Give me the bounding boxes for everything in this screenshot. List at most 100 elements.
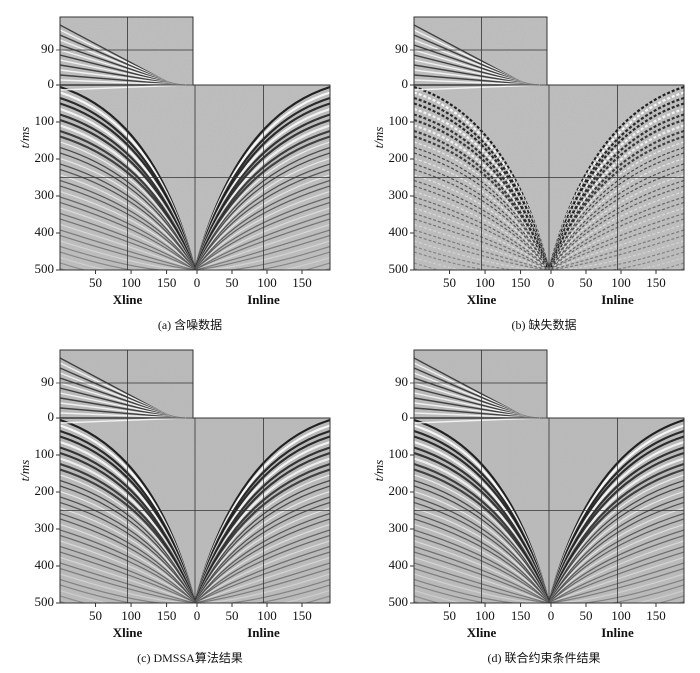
y-axis-label: t/ms [371,460,386,482]
event [60,562,196,603]
event [60,196,196,270]
event [414,207,550,270]
event [60,523,196,603]
caption: (d) 联合约束条件结果 [488,650,601,665]
event [60,529,196,603]
x-tick-label: 0 [548,608,555,623]
y-tick-label: 90 [395,41,408,56]
event [414,174,550,270]
x-tick-label: 100 [121,275,141,290]
x-tick-label: 50 [580,608,593,623]
event [194,562,330,603]
x-tick-label: 150 [511,608,531,623]
event [194,223,330,270]
y-tick-label: 0 [402,76,409,91]
event [548,251,684,270]
event [414,584,550,603]
event [548,595,684,603]
event [548,507,684,603]
event [194,212,330,270]
event [194,529,330,603]
event [548,212,684,270]
event [60,534,196,603]
event [414,551,550,603]
event [194,196,330,270]
event [548,201,684,270]
event [60,417,187,424]
event [414,234,550,270]
y-tick-label: 0 [48,409,55,424]
event [548,196,684,270]
y-tick-label: 0 [402,409,409,424]
x-tick-label: 50 [89,275,102,290]
event [194,256,330,270]
event [60,207,196,270]
event [548,174,684,270]
x-tick-label: 50 [443,275,456,290]
event [60,64,182,86]
event [194,174,330,270]
event [194,518,330,603]
x-axis-label: Xline [467,292,497,307]
event [60,412,185,419]
x-tick-label: 50 [443,608,456,623]
event [194,190,330,270]
event [60,185,196,270]
y-tick-label: 500 [389,261,409,276]
panel: 0 100 200 300 400 500 90 t/ms 50 100 150 0 50 100 150 X… [17,16,331,332]
event [414,595,550,603]
y-tick-label: 200 [389,483,409,498]
y-tick-label: 90 [395,374,408,389]
y-tick-label: 500 [389,594,409,609]
event [194,496,330,603]
event [548,141,684,270]
y-tick-label: 300 [389,187,409,202]
event [60,540,196,603]
event [414,518,550,603]
y-tick-label: 100 [389,113,409,128]
event [414,262,550,270]
x-tick-label: 50 [226,275,239,290]
event [548,207,684,270]
event [60,218,196,270]
event [194,218,330,270]
event [548,256,684,270]
event [414,74,538,86]
event [414,567,550,603]
event [548,179,684,270]
event [414,64,536,86]
x-tick-label: 50 [89,608,102,623]
event [414,407,538,419]
event [548,540,684,603]
event [548,496,684,603]
event [60,545,196,603]
x-tick-label: 150 [292,275,312,290]
event [548,545,684,603]
y-tick-label: 300 [35,520,55,535]
x-tick-label: 150 [157,275,177,290]
event [60,179,196,270]
event [60,589,196,603]
event [60,397,182,419]
event [548,168,684,270]
event [414,534,550,603]
event [414,512,550,603]
x-tick-label: 100 [257,608,277,623]
event [60,79,185,86]
event [414,556,550,603]
event [414,129,551,270]
event [414,84,541,91]
event [414,79,539,86]
x-axis-label: Inline [601,625,634,640]
event [548,229,684,270]
event [548,223,684,270]
event [60,407,184,419]
event [547,102,684,270]
event [194,534,330,603]
event [548,218,684,270]
event [60,595,196,603]
event [194,234,330,270]
y-tick-label: 400 [389,224,409,239]
event [414,412,539,419]
x-axis-label: Xline [113,292,143,307]
